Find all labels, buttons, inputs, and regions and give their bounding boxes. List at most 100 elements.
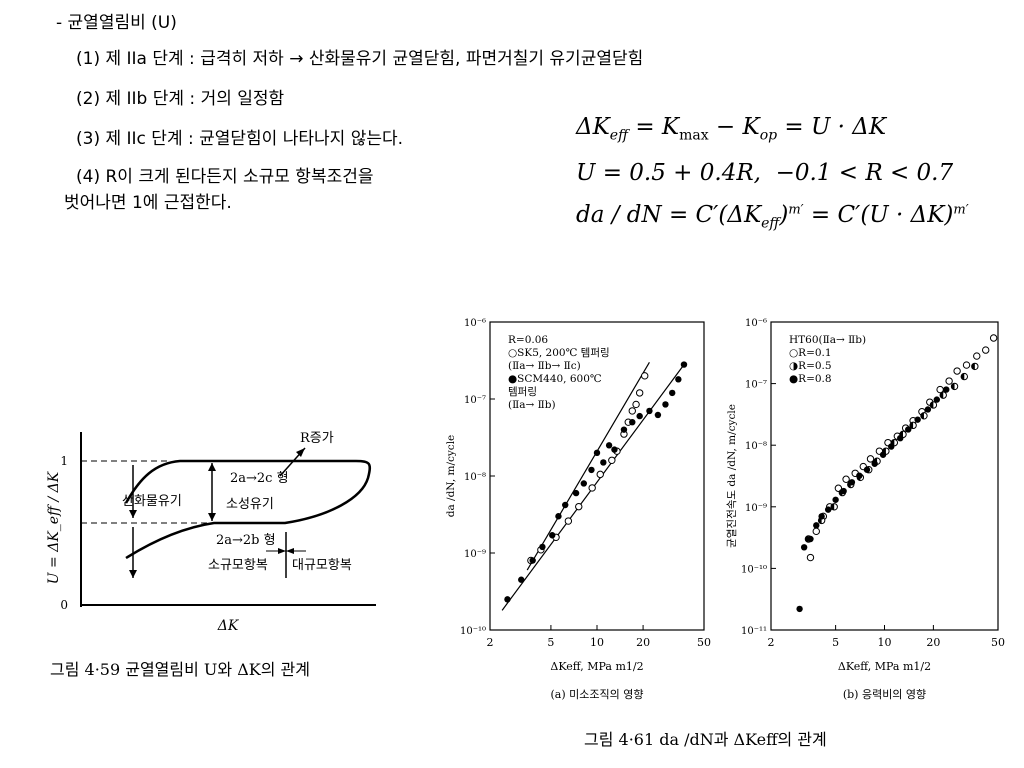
y-tick-label: 10⁻⁷ <box>745 380 767 391</box>
data-point <box>646 407 653 415</box>
data-point <box>866 455 875 463</box>
data-point <box>842 475 850 483</box>
equation-3: da / dN = C′(ΔKeff)m′ = C′(U · ΔK)m′ <box>576 202 969 232</box>
y-axis-label: 균열진전속도 da /dN, m/cycle <box>726 404 738 548</box>
data-point <box>629 418 636 426</box>
closure-curve <box>124 459 372 560</box>
tick-0: 0 <box>60 598 68 612</box>
label-large-yield: 대규모항복 <box>292 558 352 573</box>
data-point <box>888 443 895 450</box>
x-tick-label: 50 <box>697 636 711 649</box>
data-point <box>572 489 580 497</box>
data-point <box>588 484 596 492</box>
data-point <box>897 434 904 442</box>
data-point <box>669 389 676 397</box>
data-point-half <box>830 503 835 510</box>
x-tick-label: 2 <box>768 636 775 649</box>
fig459-ylabel: U = ΔK_eff / ΔK <box>46 470 62 584</box>
data-point <box>593 449 601 457</box>
data-point <box>632 400 640 409</box>
data-point <box>812 527 820 536</box>
x-tick-label: 10 <box>590 636 604 649</box>
y-tick-label: 10⁻⁸ <box>464 472 486 483</box>
legend-entry: ●SCM440, 600℃ <box>508 373 602 385</box>
data-point <box>636 412 643 420</box>
data-point <box>641 372 649 380</box>
data-point-half <box>920 412 924 420</box>
label-plastic: 소성유기 <box>226 497 274 512</box>
data-point <box>807 535 814 543</box>
data-point <box>620 426 628 433</box>
chart-a: 2 5 10 20 50 10⁻¹⁰ 10⁻⁹ 10⁻⁸ 10⁻⁷ 10⁻⁶ ΔKeff, MPa … <box>445 318 711 701</box>
y-tick-label: 10⁻⁶ <box>745 318 767 329</box>
fig459-xlabel: ΔK <box>217 618 240 634</box>
y-tick-label: 10⁻⁶ <box>464 318 486 329</box>
chart-b: 2 5 10 20 50 10⁻¹¹ 10⁻¹⁰ 10⁻⁹ 10⁻⁸ 10⁻⁷ 10⁻⁶ ΔKeff,… <box>726 318 1005 701</box>
data-point <box>962 361 971 369</box>
tick-1: 1 <box>60 454 68 468</box>
y-tick-label: 10⁻⁷ <box>464 395 486 406</box>
data-point-half <box>951 383 955 390</box>
data-point <box>662 401 669 408</box>
data-point <box>611 446 618 453</box>
data-point-half <box>940 391 944 399</box>
data-point-half <box>909 422 914 429</box>
item-4-line2: 벗어나면 1에 근접한다. <box>64 193 232 213</box>
data-point <box>945 377 953 385</box>
data-point <box>600 459 607 466</box>
item-3: (3) 제 IIc 단계 : 균열닫힘이 나타나지 않는다. <box>76 129 404 149</box>
data-point <box>555 513 562 520</box>
label-r-increase: R증가 <box>300 431 334 446</box>
data-point <box>588 466 595 474</box>
x-tick-label: 2 <box>487 636 494 649</box>
data-point <box>863 466 871 473</box>
label-2b: 2a→2b 형 <box>216 533 276 548</box>
x-tick-label: 5 <box>547 636 554 649</box>
equation-2: U = 0.5 + 0.4R, −0.1 < R < 0.7 <box>576 160 954 186</box>
subcaption: (b) 응력비의 영향 <box>843 688 926 701</box>
legend-entry: ○SK5, 200℃ 템퍼링 <box>508 347 610 359</box>
x-tick-label: 10 <box>878 636 892 649</box>
data-point <box>856 472 863 479</box>
data-point <box>973 352 981 360</box>
data-point <box>914 416 921 423</box>
item-4-line1: (4) R이 크게 된다든지 소규모 항복조건을 <box>76 167 374 187</box>
data-point <box>564 517 573 525</box>
data-point <box>596 470 604 479</box>
data-point <box>905 426 912 433</box>
legend-entry: ●R=0.8 <box>789 373 832 385</box>
x-axis-label: ΔKeff, MPa m1/2 <box>838 660 931 673</box>
legend-entry: 템퍼링 <box>508 386 537 398</box>
legend-entry: ○R=0.1 <box>789 347 832 359</box>
y-tick-label: 10⁻¹¹ <box>741 626 767 637</box>
data-point <box>605 442 613 449</box>
x-tick-label: 20 <box>636 636 650 649</box>
label-small-yield: 소규모항복 <box>208 558 268 573</box>
data-point <box>832 496 839 503</box>
data-point <box>575 502 583 511</box>
data-point <box>504 596 511 603</box>
y-tick-label: 10⁻⁹ <box>745 503 767 514</box>
data-point <box>680 361 688 368</box>
data-point <box>539 543 546 551</box>
data-point <box>982 346 990 354</box>
subcaption: (a) 미소조직의 영향 <box>551 688 644 701</box>
y-axis-label: da /dN, m/cycle <box>445 435 457 518</box>
item-1: (1) 제 IIa 단계 : 급격히 저하 → 산화물유기 균열닫힘, 파면거칠… <box>76 49 644 69</box>
data-point <box>580 480 588 487</box>
x-tick-label: 5 <box>832 636 839 649</box>
data-point <box>518 576 525 583</box>
x-axis-label: ΔKeff, MPa m1/2 <box>550 660 643 673</box>
data-point <box>549 532 556 539</box>
data-point <box>943 386 950 393</box>
label-2c: 2a→2c 형 <box>230 471 289 486</box>
y-tick-label: 10⁻¹⁰ <box>460 626 486 637</box>
data-point <box>813 522 820 529</box>
equation-1: ΔKeff = Kmax − Kop = U · ΔK <box>576 114 887 144</box>
data-point <box>824 506 832 513</box>
data-point-half <box>805 535 809 543</box>
legend-entry: ◑R=0.5 <box>789 360 832 372</box>
data-point <box>608 456 616 464</box>
data-point <box>924 406 932 413</box>
data-point <box>628 407 636 415</box>
